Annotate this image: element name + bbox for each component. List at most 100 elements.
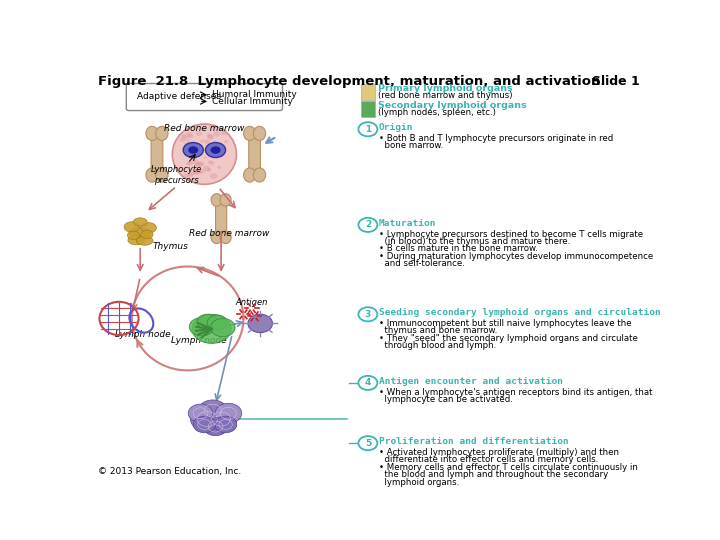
- FancyBboxPatch shape: [215, 198, 227, 239]
- Text: 4: 4: [365, 379, 371, 387]
- Text: (in blood) to the thymus and mature there.: (in blood) to the thymus and mature ther…: [379, 237, 570, 246]
- Circle shape: [190, 407, 224, 431]
- Circle shape: [186, 139, 190, 141]
- Circle shape: [207, 133, 211, 136]
- Circle shape: [210, 146, 220, 154]
- Text: thymus and bone marrow.: thymus and bone marrow.: [379, 326, 498, 335]
- Circle shape: [183, 143, 203, 158]
- Ellipse shape: [156, 126, 168, 140]
- Circle shape: [196, 131, 202, 136]
- Text: Primary lymphoid organs: Primary lymphoid organs: [378, 84, 513, 93]
- Ellipse shape: [243, 126, 256, 140]
- Circle shape: [209, 161, 215, 165]
- Text: • Lymphocyte precursors destined to become T cells migrate: • Lymphocyte precursors destined to beco…: [379, 230, 643, 239]
- Text: Red bone marrow: Red bone marrow: [189, 228, 270, 238]
- Circle shape: [193, 160, 199, 165]
- Text: (red bone marrow and thymus): (red bone marrow and thymus): [378, 91, 513, 100]
- Circle shape: [197, 314, 217, 329]
- Circle shape: [359, 218, 377, 232]
- Text: Seeding secondary lymphoid organs and circulation: Seeding secondary lymphoid organs and ci…: [379, 308, 661, 317]
- Circle shape: [189, 318, 214, 336]
- Circle shape: [210, 319, 235, 337]
- Text: 5: 5: [365, 438, 371, 448]
- Circle shape: [359, 376, 377, 390]
- Ellipse shape: [141, 230, 153, 239]
- Circle shape: [207, 315, 228, 330]
- Circle shape: [203, 148, 207, 151]
- Ellipse shape: [146, 168, 158, 182]
- Circle shape: [187, 134, 193, 138]
- Circle shape: [194, 169, 202, 174]
- Circle shape: [359, 122, 377, 136]
- Text: © 2013 Pearson Education, Inc.: © 2013 Pearson Education, Inc.: [99, 467, 242, 476]
- Ellipse shape: [211, 194, 222, 206]
- Circle shape: [196, 162, 203, 167]
- Text: Thymus: Thymus: [153, 242, 189, 251]
- Text: • Both B and T lymphocyte precursors originate in red: • Both B and T lymphocyte precursors ori…: [379, 134, 613, 143]
- Text: Lymphocyte
precursors: Lymphocyte precursors: [151, 165, 202, 185]
- Circle shape: [210, 173, 217, 179]
- Circle shape: [189, 173, 193, 177]
- Ellipse shape: [211, 231, 222, 244]
- Circle shape: [213, 131, 220, 137]
- Ellipse shape: [133, 218, 147, 226]
- Circle shape: [207, 168, 211, 171]
- Text: Cellular Immunity: Cellular Immunity: [212, 97, 292, 106]
- Text: 2: 2: [365, 220, 371, 230]
- Circle shape: [190, 172, 194, 176]
- Text: Secondary lymphoid organs: Secondary lymphoid organs: [378, 101, 526, 110]
- Circle shape: [192, 314, 231, 343]
- Circle shape: [221, 130, 228, 136]
- Circle shape: [204, 156, 207, 159]
- Text: Slide 1: Slide 1: [592, 75, 639, 88]
- Circle shape: [207, 168, 211, 171]
- Text: Lymph node: Lymph node: [171, 336, 227, 345]
- Ellipse shape: [128, 235, 145, 245]
- Circle shape: [184, 142, 191, 147]
- Ellipse shape: [220, 231, 231, 244]
- Circle shape: [187, 161, 193, 165]
- Circle shape: [213, 140, 217, 143]
- Text: (lymph nodes, spleen, etc.): (lymph nodes, spleen, etc.): [378, 108, 496, 117]
- Ellipse shape: [124, 222, 140, 232]
- Circle shape: [192, 170, 199, 175]
- Text: Humoral Immunity: Humoral Immunity: [212, 90, 297, 99]
- Text: Adaptive defenses: Adaptive defenses: [138, 92, 222, 101]
- Text: • Immunocompetent but still naive lymphocytes leave the: • Immunocompetent but still naive lympho…: [379, 319, 631, 328]
- Text: Proliferation and differentiation: Proliferation and differentiation: [379, 437, 569, 446]
- Circle shape: [208, 160, 212, 163]
- Circle shape: [200, 139, 204, 143]
- Circle shape: [181, 134, 186, 137]
- Text: Antigen encounter and activation: Antigen encounter and activation: [379, 377, 563, 386]
- Text: through blood and lymph.: through blood and lymph.: [379, 341, 496, 350]
- Circle shape: [184, 173, 190, 178]
- Text: Red bone marrow: Red bone marrow: [164, 124, 245, 133]
- Ellipse shape: [243, 168, 256, 182]
- Circle shape: [179, 137, 186, 142]
- Ellipse shape: [253, 126, 266, 140]
- Circle shape: [186, 132, 193, 137]
- Text: • When a lymphocyte's antigen receptors bind its antigen, that: • When a lymphocyte's antigen receptors …: [379, 388, 652, 396]
- Circle shape: [204, 140, 210, 144]
- Circle shape: [202, 166, 210, 172]
- Text: Figure  21.8  Lymphocyte development, maturation, and activation.: Figure 21.8 Lymphocyte development, matu…: [99, 75, 606, 88]
- Text: Antigen: Antigen: [235, 298, 268, 307]
- Circle shape: [359, 307, 377, 321]
- Circle shape: [186, 162, 191, 166]
- Circle shape: [205, 407, 237, 431]
- FancyBboxPatch shape: [126, 84, 282, 111]
- Circle shape: [207, 134, 214, 140]
- Text: • Activated lymphocytes proliferate (multiply) and then: • Activated lymphocytes proliferate (mul…: [379, 448, 619, 457]
- Circle shape: [359, 436, 377, 450]
- Circle shape: [192, 151, 200, 157]
- Circle shape: [208, 134, 213, 139]
- Circle shape: [205, 143, 225, 158]
- Circle shape: [215, 416, 237, 433]
- Text: • B cells mature in the bone marrow.: • B cells mature in the bone marrow.: [379, 245, 538, 253]
- Ellipse shape: [156, 168, 168, 182]
- Ellipse shape: [130, 227, 150, 239]
- Circle shape: [198, 161, 204, 166]
- Circle shape: [188, 404, 213, 422]
- Circle shape: [203, 417, 228, 436]
- Text: lymphocyte can be activated.: lymphocyte can be activated.: [379, 395, 513, 404]
